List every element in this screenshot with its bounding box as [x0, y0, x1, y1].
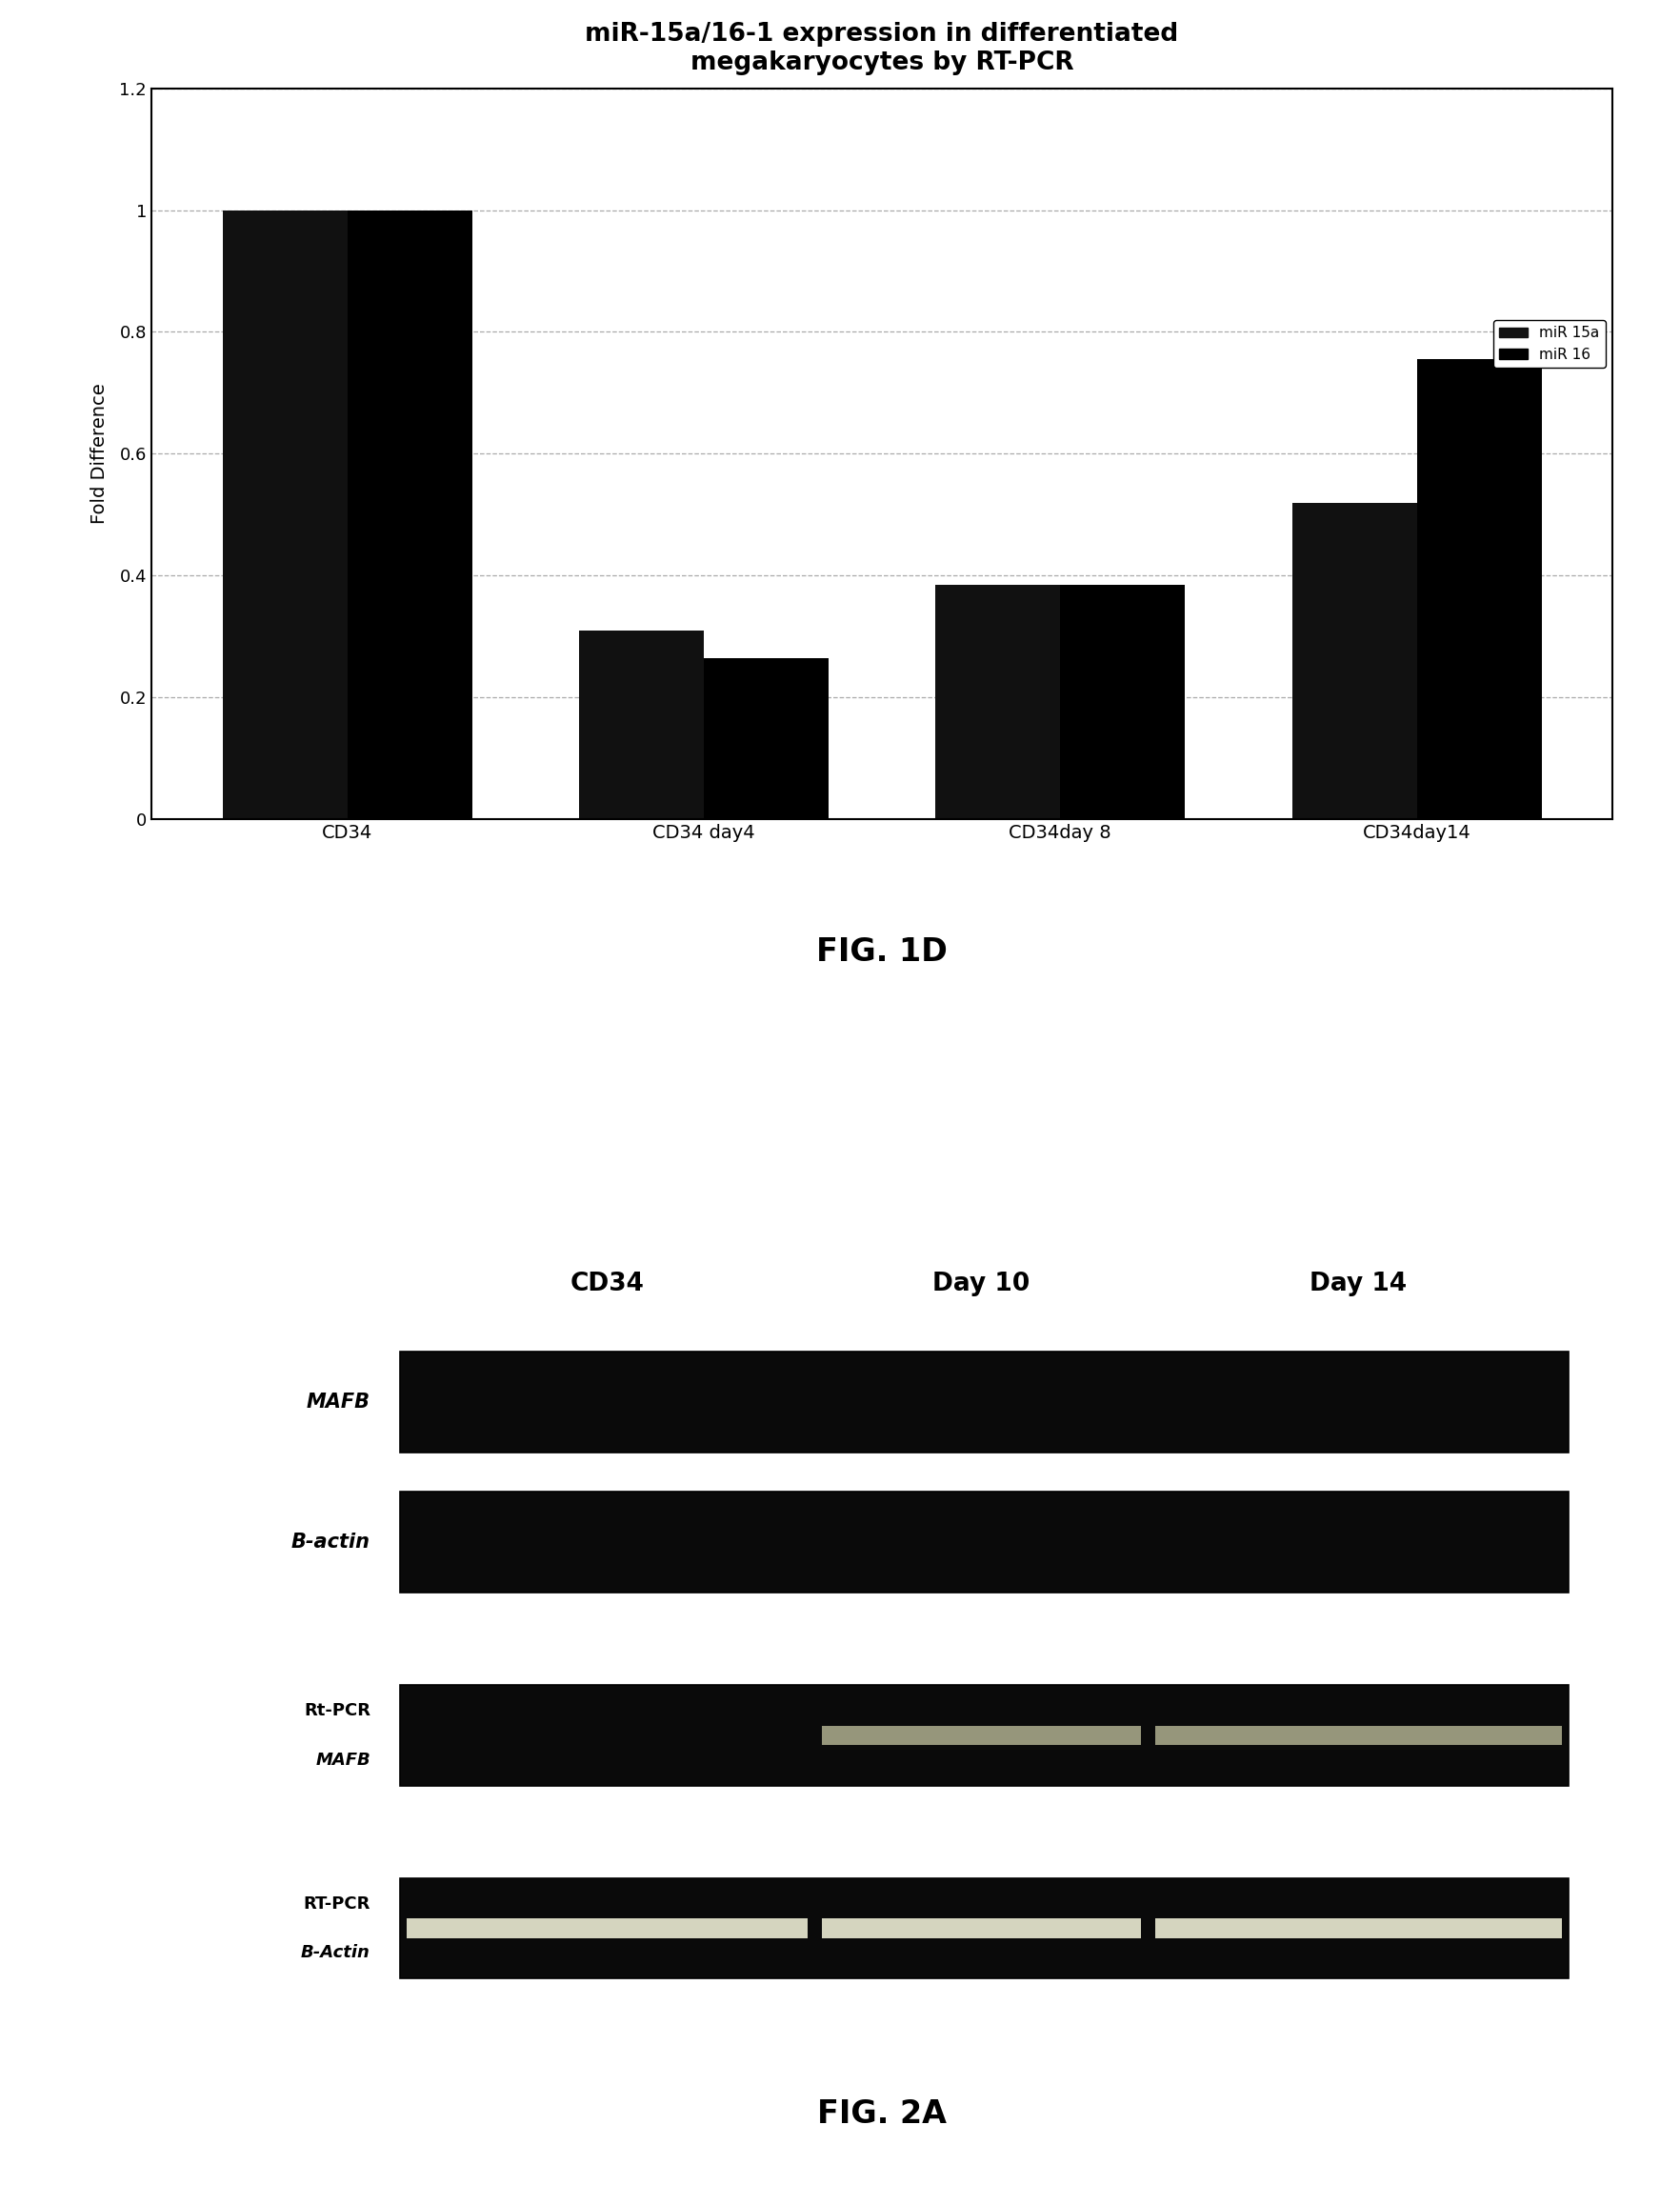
- Bar: [580, 631, 704, 820]
- Bar: [222, 209, 348, 820]
- Text: CD34: CD34: [570, 1272, 645, 1297]
- Text: B-actin: B-actin: [291, 1532, 370, 1552]
- Text: MAFB: MAFB: [316, 1751, 370, 1768]
- Text: Day 14: Day 14: [1310, 1272, 1408, 1297]
- Text: Rt-PCR: Rt-PCR: [304, 1702, 370, 1720]
- Bar: [400, 1879, 1569, 1978]
- Bar: [1292, 503, 1416, 820]
- Bar: [936, 584, 1060, 820]
- Bar: [704, 657, 828, 820]
- Text: MAFB: MAFB: [307, 1391, 370, 1411]
- Bar: [1156, 1727, 1562, 1744]
- Title: miR-15a/16-1 expression in differentiated
megakaryocytes by RT-PCR: miR-15a/16-1 expression in differentiate…: [585, 22, 1179, 75]
- Bar: [400, 1493, 1569, 1592]
- Bar: [407, 1918, 808, 1938]
- Y-axis label: Fold Difference: Fold Difference: [91, 384, 109, 525]
- Bar: [1156, 1918, 1562, 1938]
- Text: FIG. 1D: FIG. 1D: [816, 937, 948, 968]
- Bar: [400, 1685, 1569, 1786]
- Text: FIG. 2A: FIG. 2A: [816, 2099, 948, 2130]
- Legend: miR 15a, miR 16: miR 15a, miR 16: [1494, 320, 1606, 368]
- Bar: [348, 209, 472, 820]
- Text: B-Actin: B-Actin: [301, 1945, 370, 1962]
- Text: RT-PCR: RT-PCR: [304, 1894, 370, 1912]
- Bar: [1416, 359, 1542, 820]
- Bar: [1060, 584, 1184, 820]
- Text: Day 10: Day 10: [932, 1272, 1030, 1297]
- Bar: [822, 1727, 1141, 1744]
- Bar: [400, 1352, 1569, 1453]
- Bar: [822, 1918, 1141, 1938]
